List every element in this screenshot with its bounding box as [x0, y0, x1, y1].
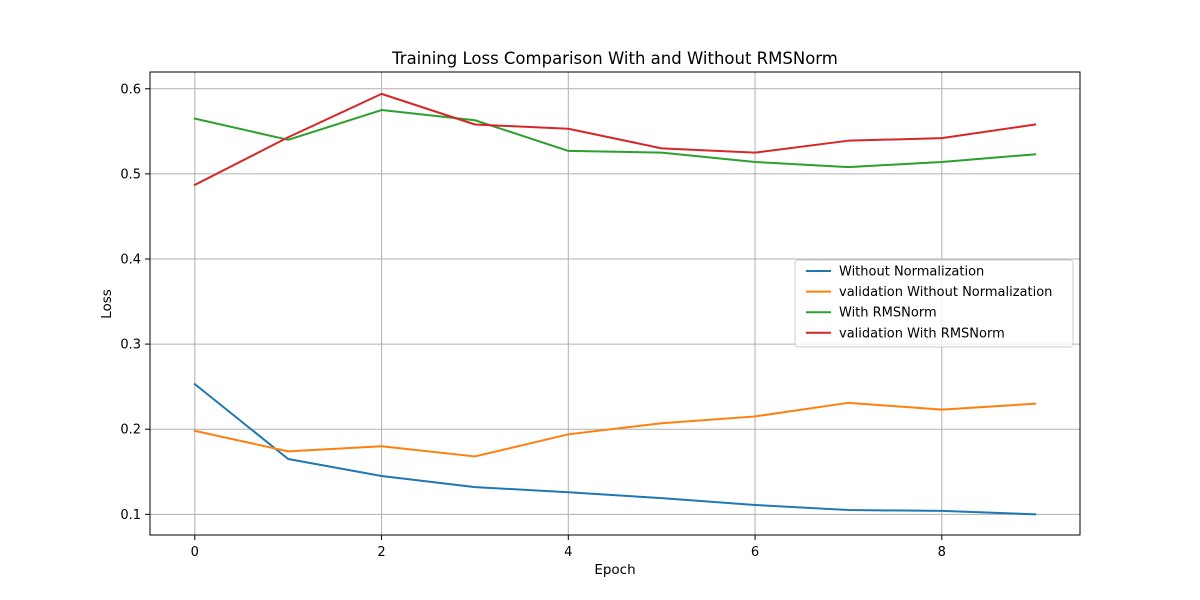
- y-tick-label: 0.5: [120, 167, 141, 182]
- legend-box: [794, 259, 1074, 348]
- legend-items: Without Normalization validation Without …: [806, 265, 1052, 341]
- x-tick-label: 8: [938, 545, 946, 560]
- series-line-2: [193, 401, 1037, 458]
- x-axis-label: Epoch: [594, 562, 635, 578]
- legend-label: With RMSNorm: [839, 306, 937, 321]
- y-axis-ticks: 0.1 0.2 0.3 0.4 0.5 0.6: [120, 82, 150, 523]
- y-tick-label: 0.3: [120, 338, 141, 353]
- x-tick-label: 2: [377, 545, 385, 560]
- legend: Without Normalization validation Without …: [794, 259, 1074, 348]
- legend-label: validation Without Normalization: [839, 285, 1052, 300]
- x-axis-ticks: 0 2 4 6 8: [191, 535, 946, 560]
- legend-label: Without Normalization: [839, 265, 984, 280]
- x-tick-label: 6: [751, 545, 759, 560]
- series-line-3: [193, 109, 1037, 169]
- y-tick-label: 0.1: [120, 508, 141, 523]
- y-axis-label: Loss: [99, 289, 115, 319]
- series-line-4: [193, 92, 1037, 187]
- y-tick-label: 0.2: [120, 423, 141, 438]
- series-layer: [193, 92, 1037, 516]
- x-tick-label: 4: [564, 545, 572, 560]
- x-tick-label: 0: [191, 545, 199, 560]
- y-tick-label: 0.6: [120, 82, 141, 97]
- series-line-1: [193, 382, 1037, 516]
- grid-layer: [150, 72, 1080, 535]
- legend-label: validation With RMSNorm: [839, 326, 1005, 341]
- chart-title: Training Loss Comparison With and Withou…: [391, 49, 838, 68]
- y-tick-label: 0.4: [120, 252, 141, 267]
- plot-frame: [149, 71, 1081, 536]
